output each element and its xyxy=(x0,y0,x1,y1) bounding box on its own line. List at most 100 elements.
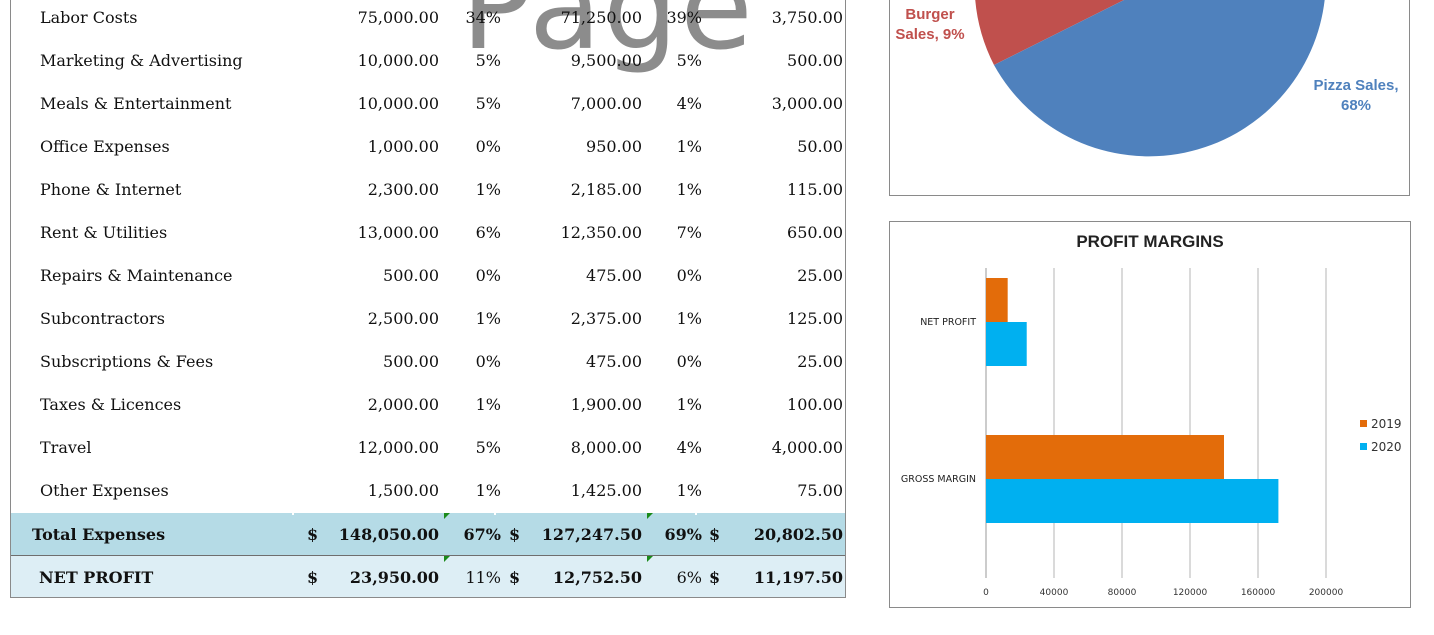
actual-pct-cell[interactable]: 1% xyxy=(676,481,702,500)
difference-cell[interactable]: 3,000.00 xyxy=(771,94,843,113)
actual-cell[interactable]: 1,900.00 xyxy=(570,395,642,414)
budget-pct-cell[interactable]: 1% xyxy=(475,309,501,328)
chart-legend: 2019 2020 xyxy=(1360,412,1402,458)
actual-pct-cell[interactable]: 1% xyxy=(676,180,702,199)
row-label[interactable]: Total Expenses xyxy=(32,525,166,544)
budget-pct-cell[interactable]: 1% xyxy=(475,481,501,500)
actual-cell[interactable]: 1,425.00 xyxy=(570,481,642,500)
budget-pct-cell[interactable]: 5% xyxy=(475,438,501,457)
difference-cell[interactable]: 500.00 xyxy=(787,51,843,70)
budget-cell[interactable]: 2,500.00 xyxy=(367,309,439,328)
budget-cell[interactable]: 2,000.00 xyxy=(367,395,439,414)
table-row: Rent & Utilities 13,000.00 6% 12,350.00 7% 65… xyxy=(11,215,845,258)
difference-cell[interactable]: 11,197.50 xyxy=(753,568,843,587)
row-label[interactable]: Repairs & Maintenance xyxy=(40,266,233,285)
actual-cell[interactable]: 127,247.50 xyxy=(541,525,642,544)
row-label[interactable]: Phone & Internet xyxy=(40,180,182,199)
actual-cell[interactable]: 12,350.00 xyxy=(560,223,642,242)
difference-cell[interactable]: 75.00 xyxy=(797,481,843,500)
actual-pct-cell[interactable]: 7% xyxy=(676,223,702,242)
budget-pct-cell[interactable]: 5% xyxy=(475,51,501,70)
budget-cell[interactable]: 1,000.00 xyxy=(367,137,439,156)
difference-cell[interactable]: 50.00 xyxy=(797,137,843,156)
row-label[interactable]: Other Expenses xyxy=(40,481,169,500)
pie-label-burger-value: Sales, 9% xyxy=(895,26,965,43)
difference-cell[interactable]: 115.00 xyxy=(787,180,843,199)
difference-cell[interactable]: 25.00 xyxy=(797,266,843,285)
actual-pct-cell[interactable]: 4% xyxy=(676,438,702,457)
budget-pct-cell[interactable]: 0% xyxy=(475,352,501,371)
budget-cell[interactable]: 500.00 xyxy=(383,352,439,371)
cell-gridline xyxy=(292,513,294,515)
budget-cell[interactable]: 10,000.00 xyxy=(357,94,439,113)
budget-cell[interactable]: 1,500.00 xyxy=(367,481,439,500)
budget-cell[interactable]: 13,000.00 xyxy=(357,223,439,242)
difference-cell[interactable]: 100.00 xyxy=(787,395,843,414)
actual-pct-cell[interactable]: 1% xyxy=(676,137,702,156)
budget-cell[interactable]: 23,950.00 xyxy=(349,568,439,587)
row-label[interactable]: Rent & Utilities xyxy=(40,223,168,242)
budget-pct-cell[interactable]: 1% xyxy=(475,180,501,199)
actual-pct-cell[interactable]: 5% xyxy=(676,51,702,70)
budget-cell[interactable]: 148,050.00 xyxy=(338,525,439,544)
budget-cell[interactable]: 2,300.00 xyxy=(367,180,439,199)
actual-cell[interactable]: 2,375.00 xyxy=(570,309,642,328)
actual-cell[interactable]: 475.00 xyxy=(586,352,642,371)
actual-cell[interactable]: 8,000.00 xyxy=(570,438,642,457)
budget-cell[interactable]: 75,000.00 xyxy=(357,8,439,27)
actual-cell[interactable]: 71,250.00 xyxy=(560,8,642,27)
difference-cell[interactable]: 20,802.50 xyxy=(753,525,843,544)
actual-pct-cell[interactable]: 4% xyxy=(676,94,702,113)
budget-pct-cell[interactable]: 34% xyxy=(465,8,501,27)
row-label[interactable]: NET PROFIT xyxy=(39,568,154,587)
expense-table: Page Labor Costs 75,000.00 34% 71,250.00 39%… xyxy=(10,0,846,598)
budget-pct-cell[interactable]: 0% xyxy=(475,137,501,156)
pie-slice-burger[interactable] xyxy=(975,0,1152,65)
budget-pct-cell[interactable]: 6% xyxy=(475,223,501,242)
budget-cell[interactable]: 500.00 xyxy=(383,266,439,285)
legend-label-2019: 2019 xyxy=(1371,416,1402,431)
actual-cell[interactable]: 9,500.00 xyxy=(570,51,642,70)
actual-cell[interactable]: 7,000.00 xyxy=(570,94,642,113)
pie-label-burger-name: Burger xyxy=(905,6,955,23)
budget-cell[interactable]: 12,000.00 xyxy=(357,438,439,457)
budget-pct-cell[interactable]: 1% xyxy=(475,395,501,414)
actual-pct-cell[interactable]: 6% xyxy=(676,568,702,587)
actual-cell[interactable]: 2,185.00 xyxy=(570,180,642,199)
difference-cell[interactable]: 650.00 xyxy=(787,223,843,242)
actual-pct-cell[interactable]: 39% xyxy=(666,8,702,27)
budget-pct-cell[interactable]: 5% xyxy=(475,94,501,113)
actual-pct-cell[interactable]: 1% xyxy=(676,395,702,414)
row-label[interactable]: Taxes & Licences xyxy=(40,395,182,414)
row-label[interactable]: Subscriptions & Fees xyxy=(40,352,214,371)
row-label[interactable]: Office Expenses xyxy=(40,137,170,156)
bar-gross-margin-2020[interactable] xyxy=(986,479,1279,523)
budget-pct-cell[interactable]: 0% xyxy=(475,266,501,285)
actual-cell[interactable]: 12,752.50 xyxy=(552,568,642,587)
row-label[interactable]: Travel xyxy=(40,438,92,457)
actual-pct-cell[interactable]: 0% xyxy=(676,352,702,371)
actual-pct-cell[interactable]: 1% xyxy=(676,309,702,328)
difference-cell[interactable]: 25.00 xyxy=(797,352,843,371)
budget-cell[interactable]: 10,000.00 xyxy=(357,51,439,70)
profit-margins-chart[interactable]: PROFIT MARGINS 0 40000 80000 120000 160000 20… xyxy=(889,221,1411,608)
sales-pie-chart[interactable]: Burger Sales, 9% Pizza Sales, 68% xyxy=(889,0,1410,196)
row-label[interactable]: Labor Costs xyxy=(40,8,138,27)
budget-pct-cell[interactable]: 67% xyxy=(463,525,501,544)
difference-cell[interactable]: 3,750.00 xyxy=(771,8,843,27)
difference-cell[interactable]: 125.00 xyxy=(787,309,843,328)
bar-net-profit-2020[interactable] xyxy=(986,322,1027,366)
difference-cell[interactable]: 4,000.00 xyxy=(771,438,843,457)
row-label[interactable]: Marketing & Advertising xyxy=(40,51,243,70)
pie-slice-pizza[interactable] xyxy=(994,0,1325,157)
budget-pct-cell[interactable]: 11% xyxy=(465,568,501,587)
row-label[interactable]: Subcontractors xyxy=(40,309,165,328)
row-label[interactable]: Meals & Entertainment xyxy=(40,94,232,113)
table-row: Subscriptions & Fees 500.00 0% 475.00 0% 25.0… xyxy=(11,344,845,387)
actual-cell[interactable]: 950.00 xyxy=(586,137,642,156)
bar-gross-margin-2019[interactable] xyxy=(986,435,1224,479)
bar-net-profit-2019[interactable] xyxy=(986,278,1008,322)
actual-pct-cell[interactable]: 0% xyxy=(676,266,702,285)
actual-cell[interactable]: 475.00 xyxy=(586,266,642,285)
actual-pct-cell[interactable]: 69% xyxy=(664,525,702,544)
